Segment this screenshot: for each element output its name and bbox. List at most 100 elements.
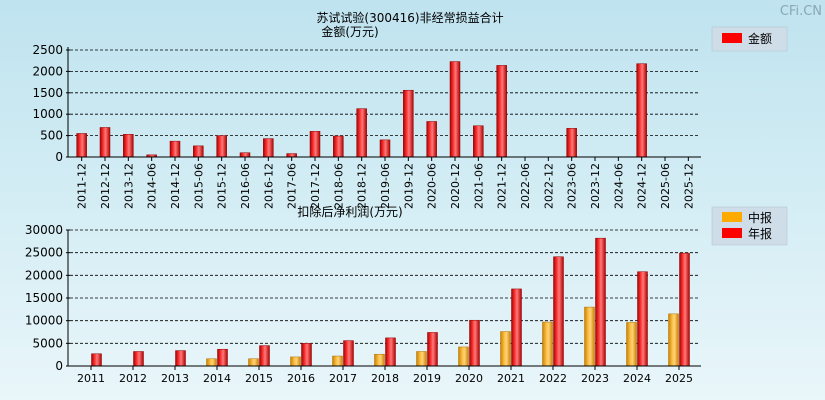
chart-2-xticks: 2011 2012 2013 2014 2015 2016 2017 2018 2019 2020… <box>77 366 693 385</box>
chart-1-title: 苏试试验(300416)非经常损益合计 <box>316 10 503 25</box>
x-tick-label: 2022 <box>539 372 567 385</box>
y-tick-label: 20000 <box>25 268 63 282</box>
bar-金额-2021-12 <box>496 65 507 158</box>
chart-2-legend-swatch-1 <box>722 212 742 222</box>
y-tick-label: 15000 <box>25 291 63 305</box>
x-tick-label: 2014-12 <box>169 163 182 209</box>
x-tick-label: 2015-12 <box>216 163 229 209</box>
chart-1-grid <box>70 49 700 137</box>
y-tick-label: 0 <box>55 150 63 164</box>
y-tick-label: 1000 <box>32 107 63 121</box>
bar-年报-2023 <box>595 237 606 367</box>
x-tick-label: 2022-12 <box>542 163 555 209</box>
x-tick-label: 2012-12 <box>99 163 112 209</box>
x-tick-label: 2017 <box>329 372 357 385</box>
x-tick-label: 2024-06 <box>612 163 625 209</box>
chart-1-legend-swatch <box>722 33 742 43</box>
bar-金额-2015-12 <box>216 135 227 158</box>
bar-年报-2017 <box>343 340 354 367</box>
x-tick-label: 2018-12 <box>356 163 369 209</box>
bar-年报-2022 <box>553 256 564 367</box>
x-tick-label: 2024 <box>623 372 651 385</box>
bar-金额-2011-12 <box>76 133 87 158</box>
bar-金额-2014-12 <box>169 140 181 158</box>
y-tick-label: 2500 <box>32 43 63 57</box>
chart-2-grid <box>70 229 700 344</box>
x-tick-label: 2013 <box>161 372 189 385</box>
bar-年报-2021 <box>511 288 522 367</box>
x-tick-label: 2025-12 <box>682 163 695 209</box>
x-tick-label: 2021 <box>497 372 525 385</box>
chart-1-bars <box>76 61 647 158</box>
bar-中报-2016 <box>290 356 301 367</box>
y-tick-label: 500 <box>40 129 63 143</box>
x-tick-label: 2021-12 <box>496 163 509 209</box>
bar-年报-2024 <box>637 271 648 367</box>
y-tick-label: 1500 <box>32 86 63 100</box>
x-tick-label: 2014 <box>203 372 231 385</box>
chart-2-legend-label-1: 中报 <box>748 210 772 225</box>
x-tick-label: 2022-06 <box>519 163 532 209</box>
bar-金额-2018-06 <box>333 135 344 158</box>
chart-1-yticks: 0 500 1000 1500 2000 2500 <box>32 43 70 164</box>
chart-1-legend-label: 金额 <box>748 31 772 46</box>
x-tick-label: 2025 <box>665 372 693 385</box>
x-tick-label: 2017-12 <box>309 163 322 209</box>
x-tick-label: 2014-06 <box>146 163 159 209</box>
bar-金额-2019-12 <box>403 89 414 158</box>
bar-金额-2017-06 <box>286 153 297 158</box>
x-tick-label: 2019-12 <box>402 163 415 209</box>
y-tick-label: 0 <box>55 359 63 373</box>
x-tick-label: 2023-06 <box>566 163 579 209</box>
y-tick-label: 25000 <box>25 246 63 260</box>
chart-2-legend-label-2: 年报 <box>748 226 772 241</box>
bar-中报-2018 <box>374 353 385 367</box>
bar-年报-2025 <box>679 252 690 367</box>
bar-金额-2024-12 <box>636 63 647 158</box>
x-tick-label: 2019 <box>413 372 441 385</box>
x-tick-label: 2016-12 <box>262 163 275 209</box>
bar-金额-2016-06 <box>239 152 251 158</box>
bar-中报-2024 <box>626 322 637 367</box>
bar-中报-2015 <box>248 358 259 367</box>
chart-2-title: 扣除后净利润(万元) <box>297 204 402 219</box>
x-tick-label: 2016 <box>287 372 315 385</box>
x-tick-label: 2011-12 <box>76 163 89 209</box>
x-tick-label: 2012 <box>119 372 147 385</box>
chart-1-legend: 金额 <box>711 26 788 52</box>
x-tick-label: 2018-06 <box>332 163 345 209</box>
x-tick-label: 2021-06 <box>472 163 485 209</box>
bar-金额-2017-12 <box>309 131 321 158</box>
x-tick-label: 2017-06 <box>286 163 299 209</box>
chart-2-legend-swatch-2 <box>722 228 742 238</box>
y-tick-label: 30000 <box>25 223 63 237</box>
x-tick-label: 2020-12 <box>449 163 462 209</box>
x-tick-label: 2025-06 <box>659 163 672 209</box>
chart-1-ylabel: 金额(万元) <box>321 24 378 39</box>
bar-年报-2019 <box>427 332 438 367</box>
chart-2-legend: 中报 年报 <box>711 206 788 246</box>
bar-中报-2014 <box>206 358 217 367</box>
chart-2: 扣除后净利润(万元) 0 5000 10000 15000 20000 25000 3000… <box>25 204 788 385</box>
bar-年报-2016 <box>301 343 312 367</box>
y-tick-label: 10000 <box>25 314 63 328</box>
bar-年报-2011 <box>91 353 102 367</box>
x-tick-label: 2019-06 <box>379 163 392 209</box>
x-tick-label: 2015-06 <box>192 163 205 209</box>
x-tick-label: 2018 <box>371 372 399 385</box>
bar-金额-2021-06 <box>473 125 484 158</box>
chart-1: 苏试试验(300416)非经常损益合计 金额(万元) 0 500 1000 1500 2… <box>32 10 788 209</box>
bar-中报-2023 <box>584 306 595 367</box>
bar-中报-2019 <box>416 351 427 367</box>
bar-金额-2013-12 <box>123 134 134 158</box>
chart-2-bars <box>91 237 690 367</box>
bar-金额-2016-12 <box>263 138 274 158</box>
chart-1-xticks: 2011-12 2012-12 2013-12 2014-06 2014-12 2015-… <box>76 157 695 209</box>
bar-金额-2012-12 <box>99 127 111 158</box>
y-tick-label: 2000 <box>32 64 63 78</box>
bar-金额-2019-06 <box>379 139 391 158</box>
bar-中报-2021 <box>500 331 511 367</box>
bar-年报-2020 <box>469 319 480 367</box>
x-tick-label: 2023 <box>581 372 609 385</box>
